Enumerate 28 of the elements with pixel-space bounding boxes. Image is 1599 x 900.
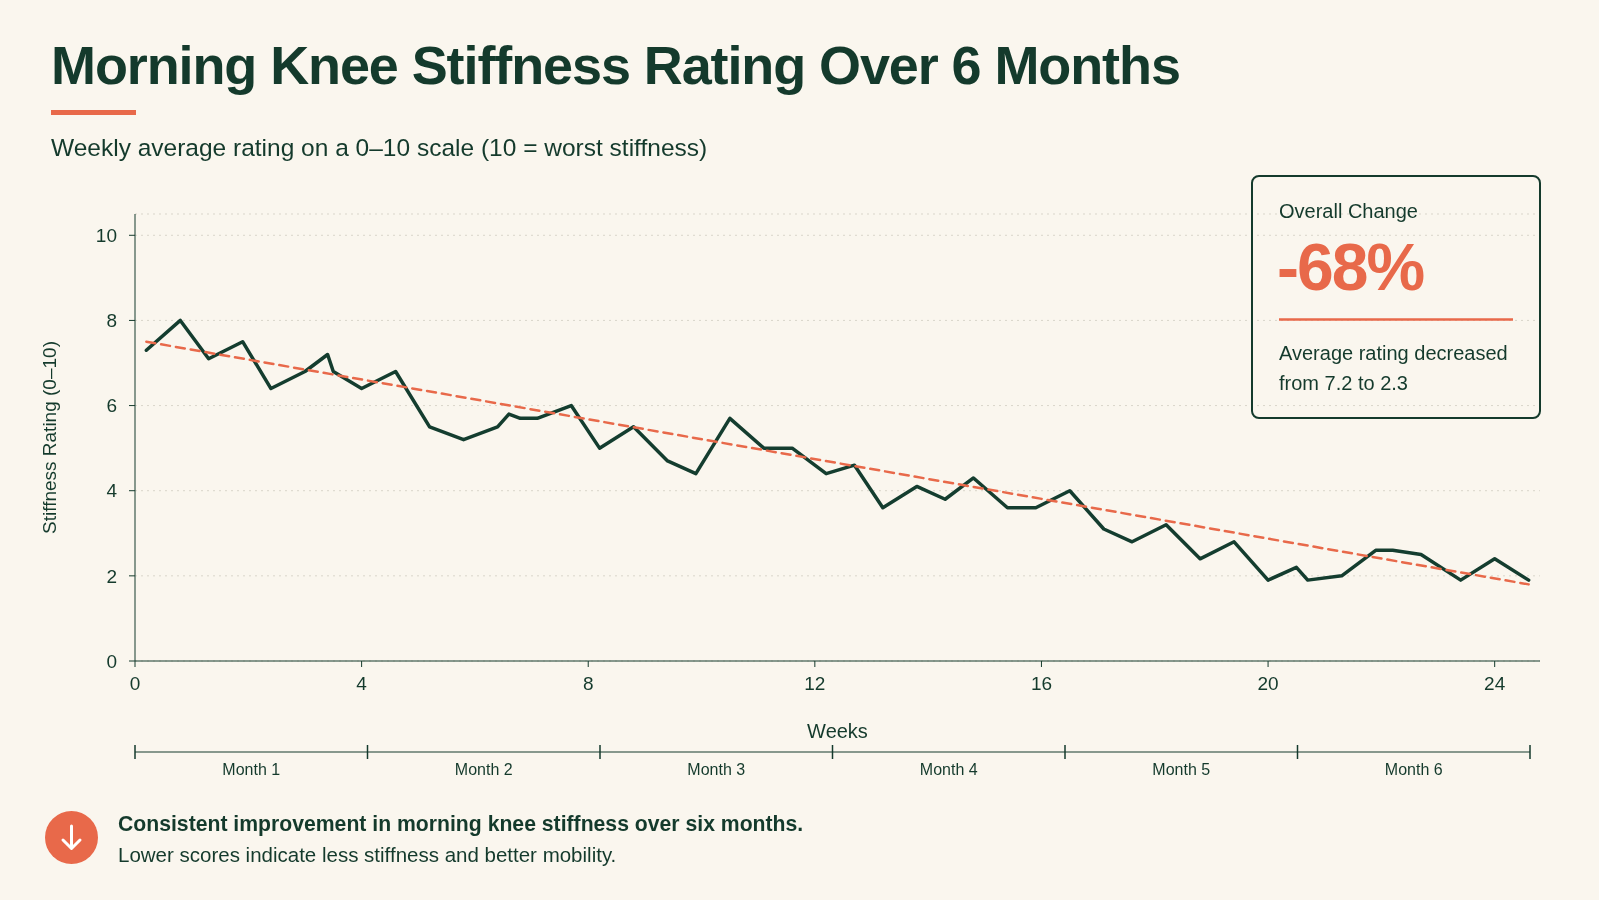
y-tick-label: 10 [95,225,117,247]
text: Month 4 [919,760,978,778]
y-tick-label: 0 [106,650,117,672]
text: Month 1 [222,760,281,778]
text: Month 6 [1384,760,1443,778]
x-tick-label: 20 [1257,673,1279,695]
x-axis-title: Weeks [807,720,868,742]
text: Month 2 [454,760,513,778]
x-tick-label: 0 [129,673,141,695]
x-tick-label: 16 [1030,673,1053,695]
annotation: Overall Change [1279,199,1418,224]
y-tick-label: 4 [106,480,118,502]
y-tick-label: 8 [106,310,117,332]
annotation: Average rating decreased from 7.2 to 2.3 [1279,341,1509,396]
text: Consistent improvement in morning knee stiffness over six months. [118,811,804,838]
annotation: -68% [1277,229,1424,305]
x-tick-label: 8 [582,673,594,695]
y-axis-title: Stiffness Rating (0–10) [38,341,60,534]
x-tick-label: 12 [804,673,826,695]
x-tick-label: 24 [1484,673,1506,695]
x-tick-label: 4 [356,673,368,695]
text: Month 3 [687,760,746,778]
chart-title: Morning Knee Stiffness Rating Over 6 Months [51,34,1180,97]
chart-subtitle: Weekly average rating on a 0–10 scale (10 = worst stiffness) [51,133,708,163]
y-tick-label: 2 [106,565,117,587]
text: Month 5 [1152,760,1211,778]
y-tick-label: 6 [106,395,117,417]
text: Lower scores indicate less stiffness and better mobility. [118,842,617,868]
